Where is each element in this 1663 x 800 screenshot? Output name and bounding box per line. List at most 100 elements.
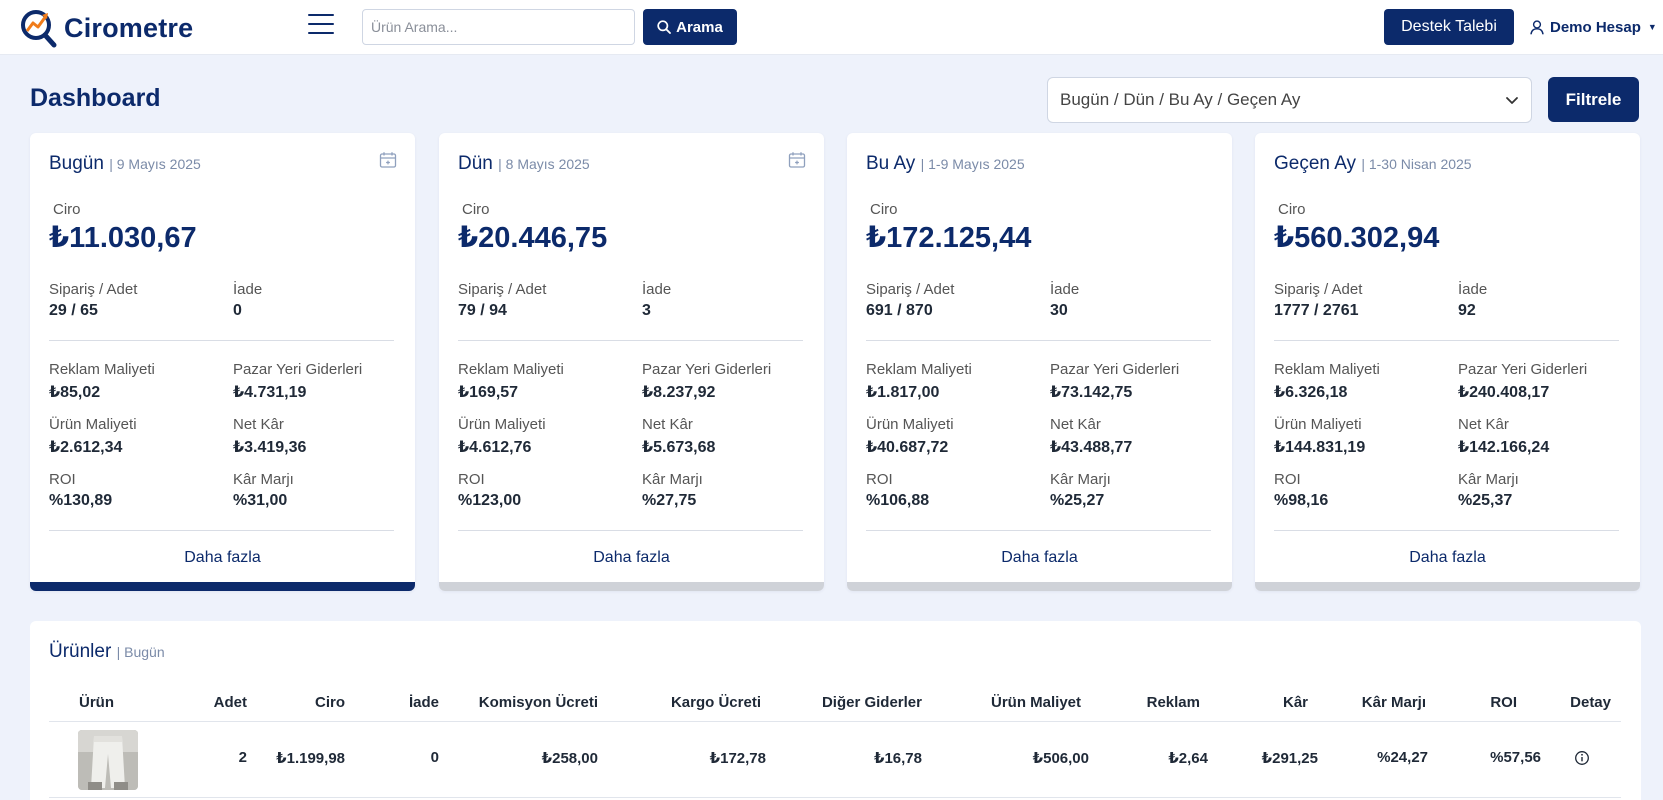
period-select-value: Bugün / Dün / Bu Ay / Geçen Ay xyxy=(1060,90,1301,109)
row-revenue: ₺1.199,98 xyxy=(276,750,345,767)
col-header-roi[interactable]: ROI xyxy=(1490,694,1517,711)
card-date: | 8 Mayıs 2025 xyxy=(498,156,590,172)
row-profit: ₺291,25 xyxy=(1261,750,1318,767)
roi-label: ROI xyxy=(866,471,893,488)
col-header-commission[interactable]: Komisyon Ücreti xyxy=(478,694,598,711)
brand-logo[interactable]: Cirometre xyxy=(20,6,193,50)
returns-label: İade xyxy=(1458,281,1488,298)
net-profit-label: Net Kâr xyxy=(233,416,284,433)
col-header-revenue[interactable]: Ciro xyxy=(315,694,345,711)
orders-value: 29 / 65 xyxy=(49,302,98,319)
col-header-returns[interactable]: İade xyxy=(408,694,439,711)
search-button[interactable]: Arama xyxy=(643,9,737,45)
profit-margin-stat: Kâr Marjı %25,37 xyxy=(1458,471,1633,510)
period-select[interactable]: Bugün / Dün / Bu Ay / Geçen Ay xyxy=(1047,77,1532,123)
ad-cost-stat: Reklam Maliyeti ₺85,02 xyxy=(49,361,224,402)
card-date: | 1-9 Mayıs 2025 xyxy=(920,156,1025,172)
account-menu[interactable]: Demo Hesap ▼ xyxy=(1530,16,1657,38)
product-search-input[interactable] xyxy=(362,9,635,45)
card-divider xyxy=(866,530,1211,531)
hamburger-menu-icon[interactable] xyxy=(308,14,334,36)
roi-label: ROI xyxy=(458,471,485,488)
orders-label: Sipariş / Adet xyxy=(1274,281,1363,298)
returns-label: İade xyxy=(642,281,672,298)
card-title: Bu Ay | 1-9 Mayıs 2025 xyxy=(866,153,1025,175)
product-cost-stat: Ürün Maliyeti ₺2.612,34 xyxy=(49,416,224,457)
card-divider xyxy=(1274,530,1619,531)
col-header-profit-margin[interactable]: Kâr Marjı xyxy=(1361,694,1426,711)
col-header-quantity[interactable]: Adet xyxy=(213,694,247,711)
ad-cost-value: ₺85,02 xyxy=(49,384,101,401)
more-link[interactable]: Daha fazla xyxy=(184,549,261,566)
summary-card-4: Geçen Ay | 1-30 Nisan 2025 Ciro ₺560.302… xyxy=(1255,133,1640,591)
marketplace-cost-stat: Pazar Yeri Giderleri ₺8.237,92 xyxy=(642,361,817,402)
marketplace-cost-label: Pazar Yeri Giderleri xyxy=(233,361,363,378)
col-header-product[interactable]: Ürün xyxy=(79,694,114,711)
returns-value: 30 xyxy=(1050,302,1068,319)
returns-value: 3 xyxy=(642,302,651,319)
products-subtitle: | Bugün xyxy=(116,644,165,660)
product-cost-label: Ürün Maliyeti xyxy=(866,416,954,433)
roi-stat: ROI %123,00 xyxy=(458,471,633,510)
roi-label: ROI xyxy=(1274,471,1301,488)
account-label: Demo Hesap xyxy=(1550,18,1641,36)
more-link[interactable]: Daha fazla xyxy=(1001,549,1078,566)
orders-value: 1777 / 2761 xyxy=(1274,302,1359,319)
orders-stat: Sipariş / Adet 1777 / 2761 xyxy=(1274,281,1449,320)
marketplace-cost-value: ₺4.731,19 xyxy=(233,384,307,401)
ad-cost-label: Reklam Maliyeti xyxy=(458,361,564,378)
filter-button[interactable]: Filtrele xyxy=(1548,77,1639,122)
net-profit-stat: Net Kâr ₺43.488,77 xyxy=(1050,416,1225,457)
ad-cost-value: ₺1.817,00 xyxy=(866,384,940,401)
row-other-expenses: ₺16,78 xyxy=(874,750,922,767)
marketplace-cost-label: Pazar Yeri Giderleri xyxy=(1458,361,1588,378)
product-cost-value: ₺2.612,34 xyxy=(49,439,123,456)
product-thumbnail[interactable] xyxy=(78,730,138,790)
support-request-button[interactable]: Destek Talebi xyxy=(1384,9,1514,45)
net-profit-label: Net Kâr xyxy=(1458,416,1509,433)
marketplace-cost-value: ₺73.142,75 xyxy=(1050,384,1133,401)
product-cost-value: ₺144.831,19 xyxy=(1274,439,1366,456)
summary-card-3: Bu Ay | 1-9 Mayıs 2025 Ciro ₺172.125,44 … xyxy=(847,133,1232,591)
profit-margin-stat: Kâr Marjı %25,27 xyxy=(1050,471,1225,510)
roi-value: %98,16 xyxy=(1274,492,1329,509)
marketplace-cost-stat: Pazar Yeri Giderleri ₺4.731,19 xyxy=(233,361,408,402)
col-header-ads[interactable]: Reklam xyxy=(1146,694,1200,711)
row-roi: %57,56 xyxy=(1490,749,1541,766)
row-quantity: 2 xyxy=(238,749,247,766)
ciro-value: ₺560.302,94 xyxy=(1274,222,1440,254)
returns-value: 92 xyxy=(1458,302,1476,319)
card-title: Geçen Ay | 1-30 Nisan 2025 xyxy=(1274,153,1472,175)
orders-label: Sipariş / Adet xyxy=(866,281,955,298)
calendar-icon[interactable] xyxy=(788,151,806,169)
marketplace-cost-value: ₺8.237,92 xyxy=(642,384,716,401)
card-period-name: Geçen Ay xyxy=(1274,153,1357,174)
col-header-other-expenses[interactable]: Diğer Giderler xyxy=(821,694,922,711)
product-cost-value: ₺4.612,76 xyxy=(458,439,532,456)
net-profit-label: Net Kâr xyxy=(1050,416,1101,433)
products-title: Ürünler | Bugün xyxy=(49,641,165,663)
net-profit-label: Net Kâr xyxy=(642,416,693,433)
ciro-value: ₺20.446,75 xyxy=(458,222,608,254)
row-shipping: ₺172,78 xyxy=(709,750,766,767)
more-link[interactable]: Daha fazla xyxy=(593,549,670,566)
card-divider xyxy=(49,340,394,341)
card-title: Dün | 8 Mayıs 2025 xyxy=(458,153,590,175)
logo-magnifier-icon xyxy=(21,10,57,48)
col-header-profit[interactable]: Kâr xyxy=(1282,694,1308,711)
ciro-label: Ciro xyxy=(870,201,898,218)
orders-stat: Sipariş / Adet 691 / 870 xyxy=(866,281,1041,320)
returns-stat: İade 0 xyxy=(233,281,408,320)
more-link[interactable]: Daha fazla xyxy=(1409,549,1486,566)
col-header-shipping[interactable]: Kargo Ücreti xyxy=(670,694,761,711)
info-icon[interactable] xyxy=(1574,750,1590,766)
ciro-value: ₺172.125,44 xyxy=(866,222,1032,254)
calendar-icon[interactable] xyxy=(379,151,397,169)
card-divider xyxy=(1274,340,1619,341)
profit-margin-stat: Kâr Marjı %27,75 xyxy=(642,471,817,510)
net-profit-stat: Net Kâr ₺142.166,24 xyxy=(1458,416,1633,457)
marketplace-cost-label: Pazar Yeri Giderleri xyxy=(642,361,772,378)
col-header-product-cost[interactable]: Ürün Maliyet xyxy=(990,694,1081,711)
roi-value: %106,88 xyxy=(866,492,930,509)
table-header-divider xyxy=(49,721,1621,722)
